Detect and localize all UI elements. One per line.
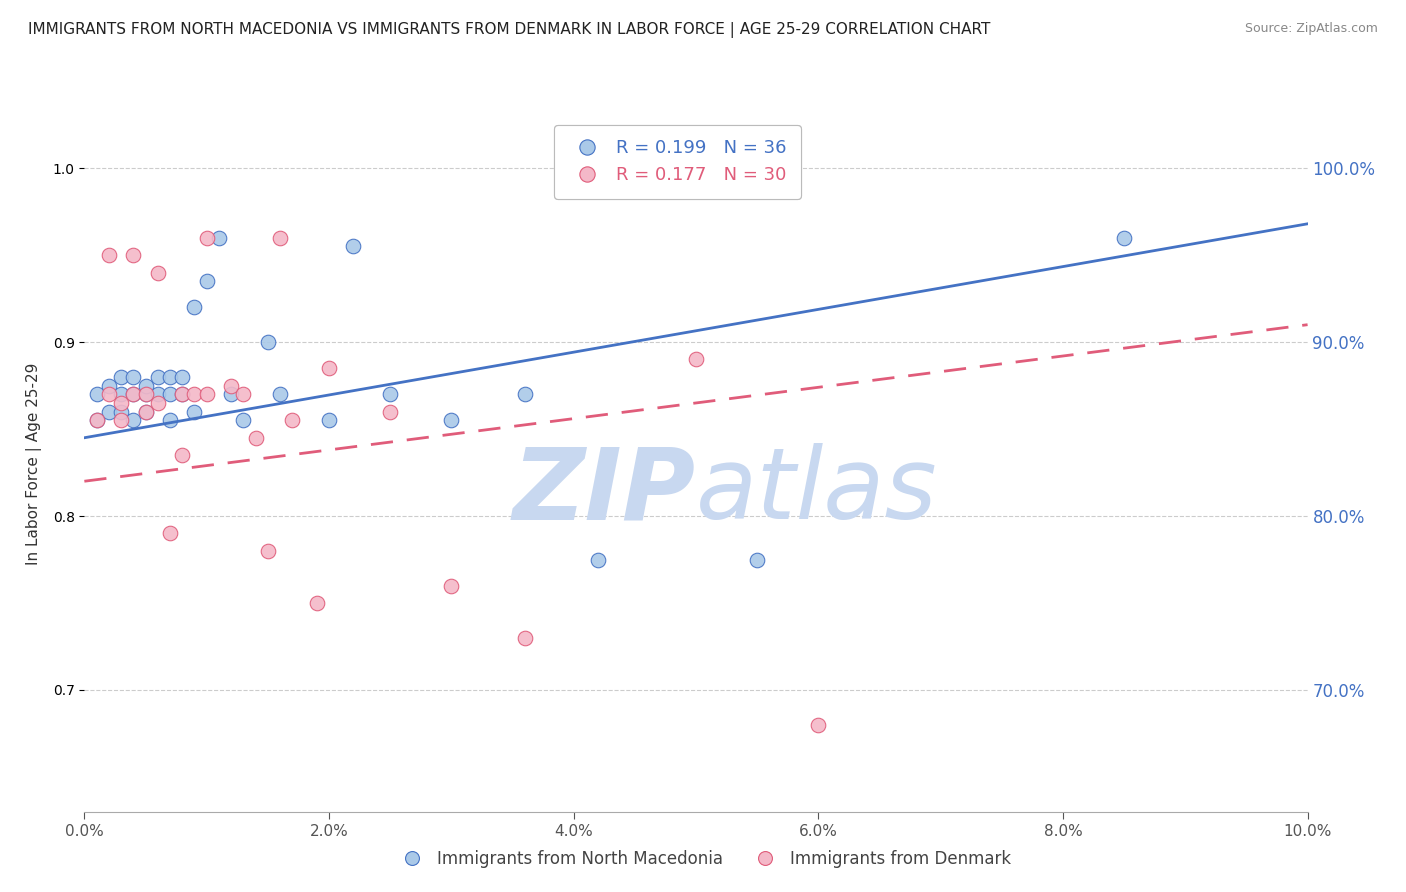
- Point: [183, 387, 205, 401]
- Point: [440, 413, 463, 427]
- Point: [172, 387, 194, 401]
- Point: [807, 717, 830, 731]
- Point: [513, 631, 536, 645]
- Point: [513, 387, 536, 401]
- Point: [219, 378, 242, 392]
- Point: [747, 552, 769, 566]
- Point: [380, 387, 402, 401]
- Point: [97, 248, 120, 262]
- Point: [219, 387, 242, 401]
- Point: [110, 404, 132, 418]
- Point: [135, 404, 157, 418]
- Point: [110, 387, 132, 401]
- Point: [135, 378, 157, 392]
- Point: [195, 274, 218, 288]
- Point: [97, 387, 120, 401]
- Text: IMMIGRANTS FROM NORTH MACEDONIA VS IMMIGRANTS FROM DENMARK IN LABOR FORCE | AGE : IMMIGRANTS FROM NORTH MACEDONIA VS IMMIG…: [28, 22, 990, 38]
- Point: [232, 387, 254, 401]
- Point: [380, 404, 402, 418]
- Point: [86, 413, 108, 427]
- Point: [110, 369, 132, 384]
- Point: [305, 596, 328, 610]
- Point: [122, 369, 145, 384]
- Point: [342, 239, 364, 253]
- Point: [257, 543, 280, 558]
- Point: [245, 431, 267, 445]
- Point: [269, 230, 291, 244]
- Point: [195, 387, 218, 401]
- Legend: R = 0.199   N = 36, R = 0.177   N = 30: R = 0.199 N = 36, R = 0.177 N = 30: [554, 125, 801, 199]
- Point: [146, 369, 169, 384]
- Point: [97, 378, 120, 392]
- Point: [86, 413, 108, 427]
- Point: [146, 265, 169, 279]
- Y-axis label: In Labor Force | Age 25-29: In Labor Force | Age 25-29: [25, 363, 42, 565]
- Point: [232, 413, 254, 427]
- Point: [281, 413, 304, 427]
- Point: [122, 413, 145, 427]
- Point: [172, 369, 194, 384]
- Text: ZIP: ZIP: [513, 443, 696, 541]
- Point: [146, 396, 169, 410]
- Point: [122, 387, 145, 401]
- Point: [122, 248, 145, 262]
- Point: [269, 387, 291, 401]
- Point: [110, 413, 132, 427]
- Point: [159, 526, 181, 541]
- Point: [183, 300, 205, 314]
- Point: [195, 230, 218, 244]
- Point: [122, 387, 145, 401]
- Point: [440, 578, 463, 592]
- Point: [159, 387, 181, 401]
- Point: [183, 404, 205, 418]
- Point: [159, 369, 181, 384]
- Point: [172, 448, 194, 462]
- Point: [318, 413, 340, 427]
- Point: [110, 396, 132, 410]
- Point: [1114, 230, 1136, 244]
- Point: [135, 387, 157, 401]
- Point: [685, 352, 707, 367]
- Point: [135, 404, 157, 418]
- Text: Source: ZipAtlas.com: Source: ZipAtlas.com: [1244, 22, 1378, 36]
- Point: [257, 334, 280, 349]
- Point: [586, 552, 609, 566]
- Point: [135, 387, 157, 401]
- Point: [97, 404, 120, 418]
- Point: [172, 387, 194, 401]
- Point: [146, 387, 169, 401]
- Point: [318, 361, 340, 376]
- Point: [86, 387, 108, 401]
- Point: [159, 413, 181, 427]
- Text: atlas: atlas: [696, 443, 938, 541]
- Legend: Immigrants from North Macedonia, Immigrants from Denmark: Immigrants from North Macedonia, Immigra…: [388, 844, 1018, 875]
- Point: [208, 230, 231, 244]
